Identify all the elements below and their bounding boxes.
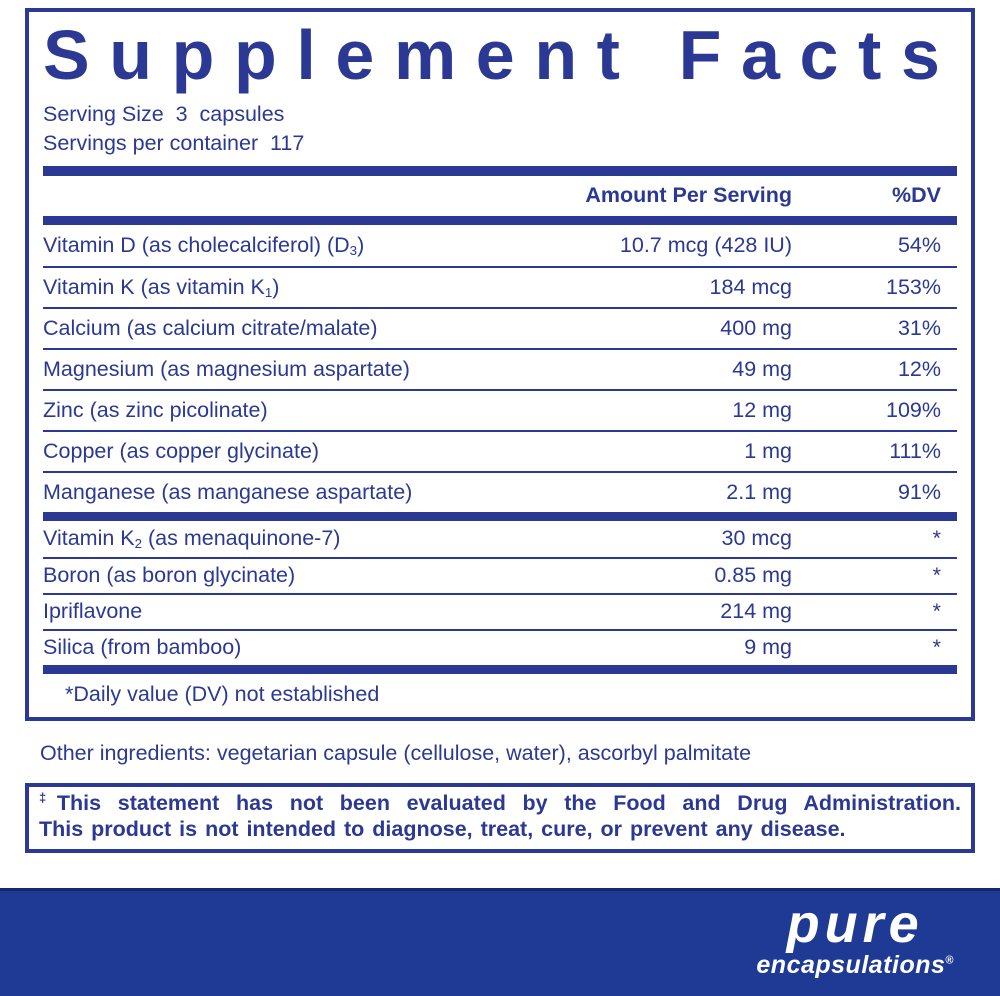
table-row: Silica (from bamboo) 9 mg * [43, 628, 957, 665]
nutrient-name: Copper (as copper glycinate) [43, 438, 320, 463]
table-row: Vitamin K (as vitamin K1) 184 mcg 153% [43, 265, 957, 307]
table-row: Calcium (as calcium citrate/malate) 400 … [43, 306, 957, 348]
amount-per-serving: 12 mg [732, 397, 792, 422]
daily-value: 109% [886, 397, 941, 422]
amount-per-serving: 0.85 mg [714, 563, 792, 588]
brand-name: pure [786, 894, 924, 954]
table-row: Zinc (as zinc picolinate) 12 mg 109% [43, 388, 957, 430]
nutrient-name: Vitamin K2 (as menaquinone-7) [43, 526, 341, 552]
servings-per-container: Servings per container 117 [43, 131, 305, 156]
nutrient-section-dv: Vitamin D (as cholecalciferol) (D3) 10.7… [43, 225, 957, 512]
fda-disclaimer-line2: This product is not intended to diagnose… [39, 817, 846, 842]
fda-disclaimer: ‡This statement has not been evaluated b… [25, 782, 975, 854]
dv-footnote: *Daily value (DV) not established [65, 681, 380, 706]
table-row: Manganese (as manganese aspartate) 2.1 m… [43, 470, 957, 512]
section-divider-bar [43, 215, 957, 225]
nutrient-name: Silica (from bamboo) [43, 635, 242, 660]
amount-per-serving: 9 mg [744, 635, 792, 660]
daily-value: 31% [897, 315, 941, 340]
column-header-dv: %DV [892, 183, 941, 208]
amount-per-serving: 400 mg [720, 315, 792, 340]
daily-value: * [932, 635, 941, 660]
supplement-facts-panel: Supplement Facts Serving Size 3 capsules… [25, 8, 975, 721]
table-row: Boron (as boron glycinate) 0.85 mg * [43, 556, 957, 593]
daily-value: 91% [897, 479, 941, 504]
table-row: Vitamin D (as cholecalciferol) (D3) 10.7… [43, 225, 957, 266]
nutrient-section-no-dv: Vitamin K2 (as menaquinone-7) 30 mcg * B… [43, 521, 957, 665]
brand-logo: pure encapsulations® [756, 897, 954, 978]
amount-per-serving: 1 mg [744, 438, 792, 463]
daily-value: 153% [886, 274, 941, 299]
serving-info: Serving Size 3 capsules Servings per con… [43, 100, 957, 159]
column-header-amount: Amount Per Serving [585, 183, 792, 208]
other-ingredients: Other ingredients: vegetarian capsule (c… [40, 740, 752, 765]
nutrient-name: Ipriflavone [43, 599, 143, 624]
nutrient-name: Magnesium (as magnesium aspartate) [43, 356, 410, 381]
amount-per-serving: 2.1 mg [726, 479, 792, 504]
page-title: Supplement Facts [43, 16, 960, 94]
section-divider-bar [43, 664, 957, 674]
daily-value: 54% [897, 232, 941, 257]
nutrient-name: Vitamin K (as vitamin K1) [43, 274, 280, 300]
amount-per-serving: 49 mg [732, 356, 792, 381]
fda-disclaimer-line1: ‡This statement has not been evaluated b… [39, 789, 961, 815]
daily-value: * [932, 526, 941, 551]
table-row: Ipriflavone 214 mg * [43, 592, 957, 629]
nutrient-name: Boron (as boron glycinate) [43, 563, 296, 588]
daily-value: 12% [897, 356, 941, 381]
daily-value: * [932, 599, 941, 624]
serving-size: Serving Size 3 capsules [43, 101, 285, 126]
table-row: Vitamin K2 (as menaquinone-7) 30 mcg * [43, 521, 957, 557]
section-divider-bar [43, 511, 957, 521]
nutrient-name: Vitamin D (as cholecalciferol) (D3) [43, 232, 365, 258]
table-row: Magnesium (as magnesium aspartate) 49 mg… [43, 347, 957, 389]
double-dagger-icon: ‡ [39, 789, 57, 805]
amount-per-serving: 10.7 mcg (428 IU) [619, 232, 792, 257]
daily-value: * [932, 563, 941, 588]
registered-trademark-icon: ® [945, 954, 954, 967]
section-divider-bar [43, 165, 957, 176]
table-row: Copper (as copper glycinate) 1 mg 111% [43, 429, 957, 471]
brand-subname: encapsulations® [756, 951, 954, 979]
nutrient-name: Calcium (as calcium citrate/malate) [43, 315, 378, 340]
daily-value: 111% [889, 438, 941, 463]
nutrient-name: Zinc (as zinc picolinate) [43, 397, 268, 422]
amount-per-serving: 184 mcg [709, 274, 792, 299]
amount-per-serving: 30 mcg [721, 526, 792, 551]
nutrient-name: Manganese (as manganese aspartate) [43, 479, 413, 504]
brand-footer: pure encapsulations® [0, 888, 1000, 996]
table-header-row: Amount Per Serving %DV [43, 176, 957, 216]
amount-per-serving: 214 mg [720, 599, 792, 624]
